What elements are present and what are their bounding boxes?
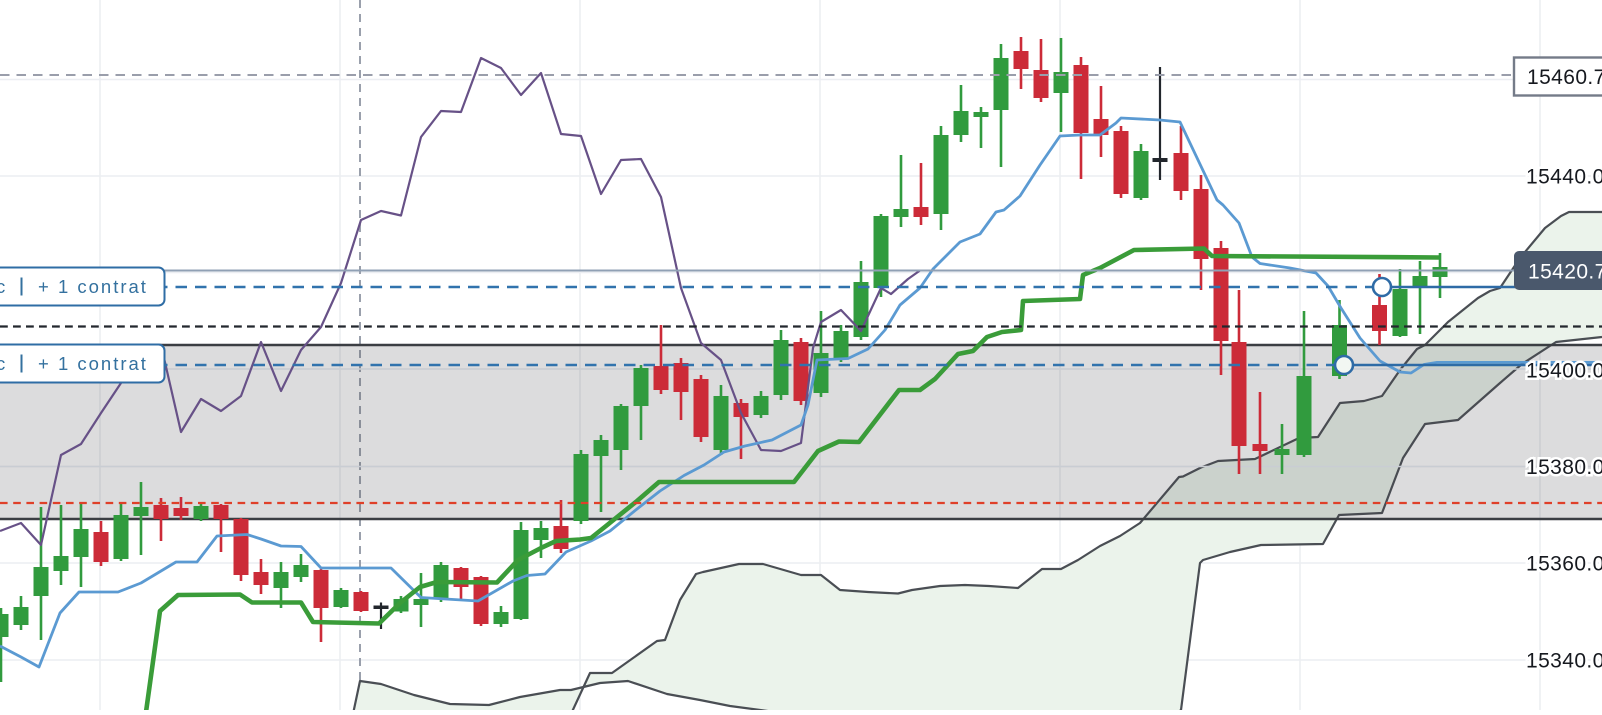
svg-text:15420.7: 15420.7 [1528, 260, 1602, 283]
svg-text:15340.0: 15340.0 [1526, 649, 1602, 672]
svg-text:+ 1 contrat: + 1 contrat [38, 276, 148, 297]
svg-text:15360.0: 15360.0 [1526, 552, 1602, 575]
svg-text:c: c [0, 276, 5, 297]
svg-text:15460.7: 15460.7 [1527, 66, 1602, 89]
svg-text:+ 1 contrat: + 1 contrat [38, 353, 148, 374]
svg-text:c: c [0, 353, 5, 374]
svg-text:15440.0: 15440.0 [1526, 165, 1602, 188]
svg-text:15400.0: 15400.0 [1526, 359, 1602, 382]
svg-text:15380.0: 15380.0 [1526, 456, 1602, 479]
